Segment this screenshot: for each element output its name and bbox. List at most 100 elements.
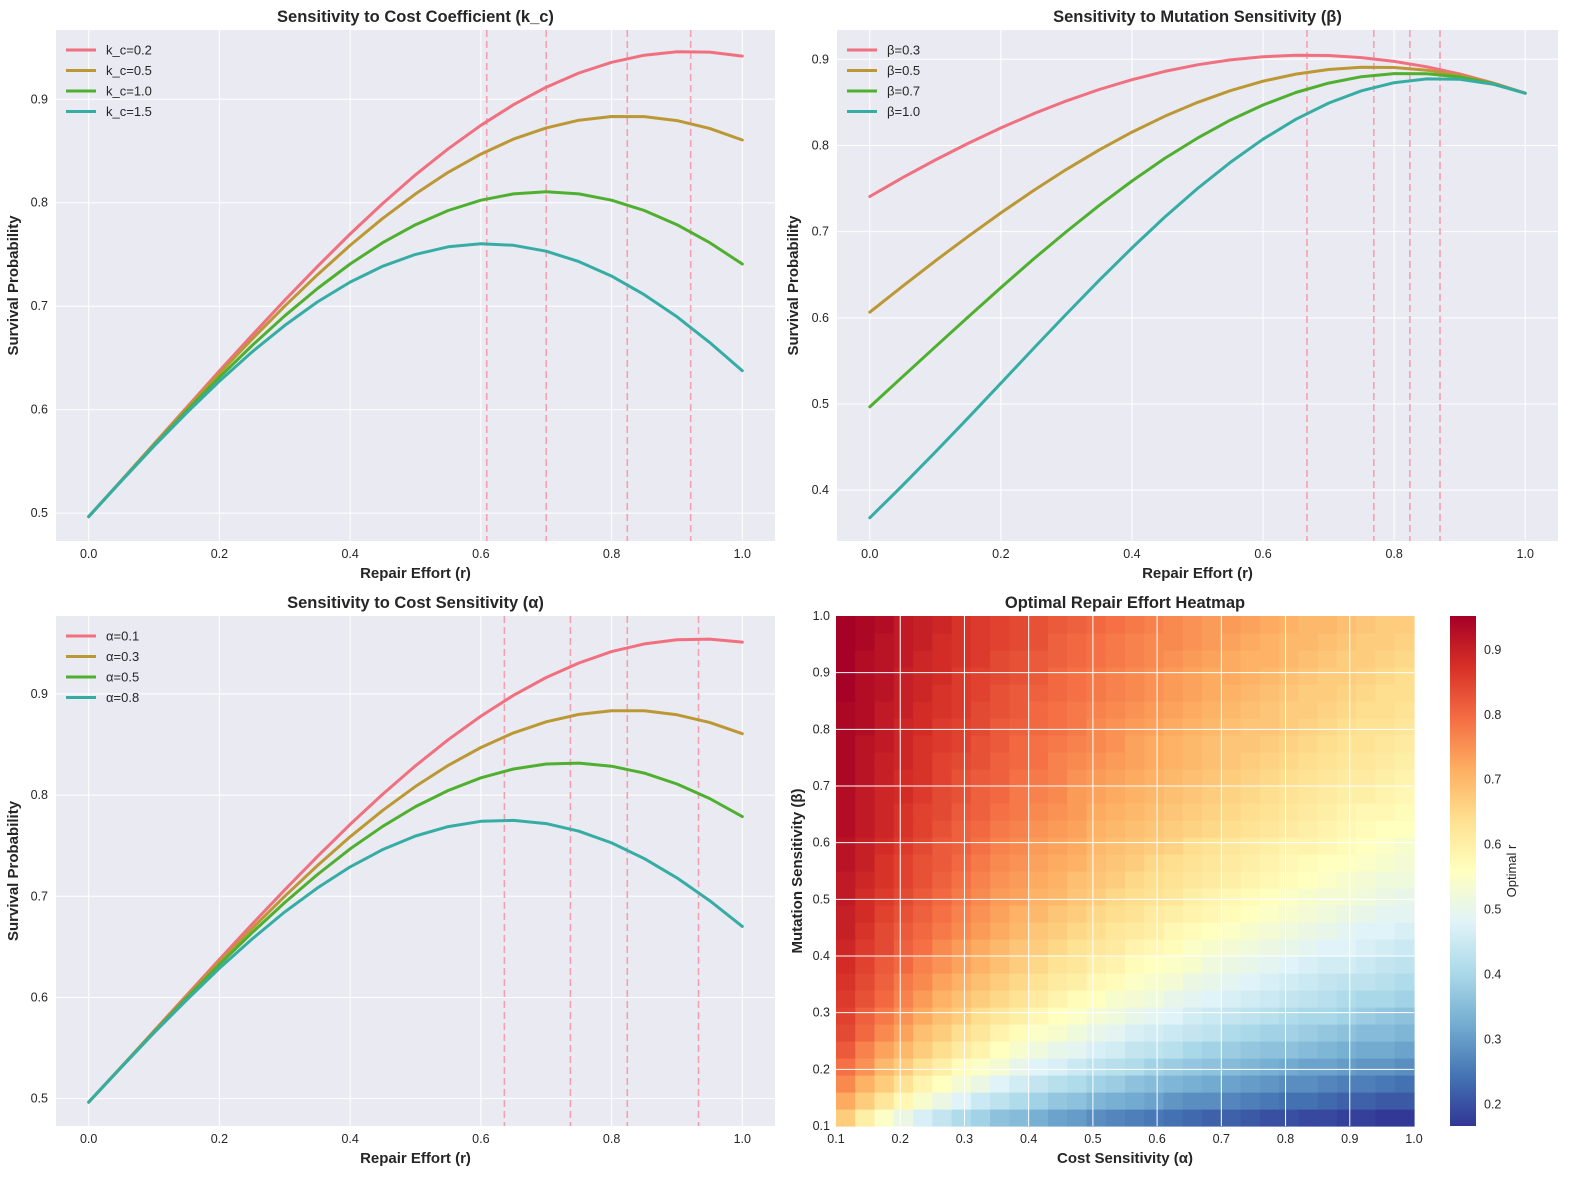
heatmap-cell [1221,616,1242,634]
y-axis-label: Survival Probability [5,215,22,356]
heatmap-cell [1394,854,1415,872]
heatmap-cell [1028,956,1049,974]
heatmap-cell [1067,803,1088,821]
heatmap-cell [1259,1092,1280,1110]
heatmap-cell [1336,752,1357,770]
heatmap-cell [1163,735,1184,753]
heatmap-cell [990,786,1010,804]
heatmap-cell [1202,1007,1222,1025]
heatmap-cell [1067,1109,1088,1127]
legend-label-1: k_c=0.5 [106,63,152,78]
subplot-alpha: 0.0 0.2 0.4 0.6 0.8 1.0 0.5 0.6 0.7 0.8 0.9 Sensiti… [5,594,775,1167]
heatmap-cell [932,973,953,991]
heatmap-cell [1182,735,1203,753]
heatmap-cell [1182,854,1203,872]
plot-area [56,616,775,1126]
heatmap-cell [1375,905,1396,923]
heatmap-cell [951,871,972,889]
heatmap-cell [1221,956,1242,974]
heatmap-cell [913,684,933,702]
x-tick-label: 1.0 [1517,547,1534,561]
heatmap-cell [1125,752,1145,770]
heatmap-cell [1163,888,1184,906]
heatmap-cell [1009,922,1030,940]
heatmap-cell [1125,667,1145,685]
heatmap-cell [1279,684,1299,702]
heatmap-cell [1221,752,1242,770]
heatmap-cell [951,735,972,753]
heatmap-cell [1221,769,1242,787]
heatmap-cell [1259,684,1280,702]
heatmap-cell [1240,684,1261,702]
heatmap-cell [1047,701,1068,719]
heatmap-cell [874,1109,895,1127]
y-tick-label: 0.5 [812,397,829,411]
heatmap-cell [1356,922,1377,940]
heatmap-cell [970,684,991,702]
heatmap-cell [1125,854,1145,872]
heatmap-cell [855,888,876,906]
heatmap-cell [1298,752,1319,770]
heatmap-cell [913,973,933,991]
heatmap-cell [1202,1092,1222,1110]
heatmap-cell [1375,1041,1396,1059]
heatmap-cell [1394,650,1415,668]
heatmap-cell [1336,684,1357,702]
heatmap-cell [874,990,895,1008]
heatmap-cell [1298,718,1319,736]
heatmap-cell [1221,922,1242,940]
plot-area [56,30,775,541]
heatmap-cell [1317,956,1338,974]
heatmap-cell [1067,769,1088,787]
heatmap-cell [1394,616,1415,634]
heatmap-cell [1067,701,1088,719]
heatmap-cell [1394,956,1415,974]
heatmap-cell [1182,803,1203,821]
heatmap-cell [970,990,991,1008]
heatmap-cell [1182,752,1203,770]
heatmap-cell [913,1058,933,1076]
heatmap-cell [1240,939,1261,957]
heatmap-cell [1202,973,1222,991]
heatmap-cell [1125,939,1145,957]
heatmap-cell [874,735,895,753]
heatmap-cell [1125,1092,1145,1110]
heatmap-cell [1298,888,1319,906]
heatmap-cell [1240,1075,1261,1093]
heatmap-cell [1009,990,1030,1008]
heatmap-cell [932,871,953,889]
colorbar-tick-label: 0.5 [1484,903,1501,917]
heatmap-cell [1394,871,1415,889]
heatmap-cell [1202,684,1222,702]
heatmap-cell [1375,1092,1396,1110]
heatmap-cell [1221,633,1242,651]
heatmap-cell [970,769,991,787]
heatmap-cell [893,1092,914,1110]
heatmap-cell [932,1024,953,1042]
heatmap-cell [1202,1058,1222,1076]
heatmap-cell [1394,973,1415,991]
heatmap-cell [1221,973,1242,991]
heatmap-cell [1221,1075,1242,1093]
heatmap-cell [855,616,876,634]
heatmap-cell [913,735,933,753]
heatmap-cell [1298,1075,1319,1093]
heatmap-cells [836,616,1415,1127]
heatmap-cell [1028,633,1049,651]
series-line-2 [87,190,744,519]
heatmap-cell [1144,1007,1165,1025]
heatmap-cell [1221,888,1242,906]
heatmap-cell [990,1041,1010,1059]
x-tick-label: 0.0 [861,547,878,561]
heatmap-cell [1394,667,1415,685]
heatmap-cell [951,1109,972,1127]
heatmap-cell [970,1007,991,1025]
y-tick-label: 0.8 [31,196,48,210]
heatmap-cell [970,837,991,855]
heatmap-cell [1221,701,1242,719]
heatmap-cell [1028,939,1049,957]
heatmap-cell [970,701,991,719]
heatmap-cell [1086,786,1107,804]
heatmap-cell [1047,1024,1068,1042]
heatmap-cell [932,1007,953,1025]
